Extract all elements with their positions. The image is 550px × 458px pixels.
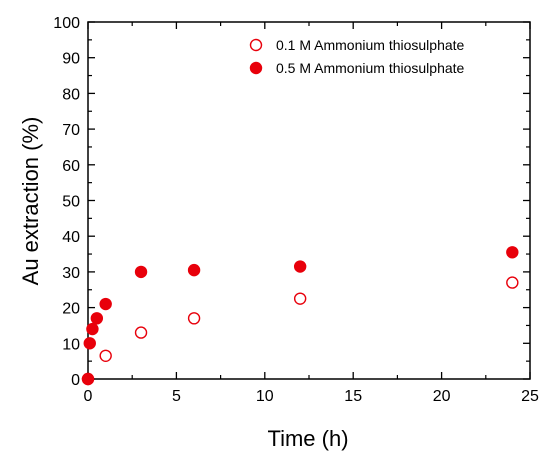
data-point-series-1 — [506, 276, 519, 289]
y-tick-label: 40 — [62, 229, 80, 246]
data-point-series-1 — [99, 349, 112, 362]
y-tick-label: 20 — [62, 301, 80, 318]
legend-marker-series-1 — [249, 38, 263, 52]
x-tick-label: 10 — [256, 388, 274, 405]
ticks: 0 5 10 15 20 25 0 10 20 30 40 50 60 70 80 90 100 — [53, 15, 539, 405]
data-point-series-2 — [81, 372, 95, 386]
data-point-series-2 — [99, 297, 112, 311]
legend-label-series-2: 0.5 M Ammonium thiosulphate — [276, 60, 465, 76]
data-point-series-2 — [506, 246, 519, 259]
x-tick-label: 5 — [172, 388, 181, 405]
data-point-series-1 — [293, 292, 307, 305]
data-point-series-2 — [83, 337, 96, 350]
x-tick-label: 0 — [84, 388, 93, 405]
legend-marker-series-2 — [249, 61, 263, 75]
y-tick-label: 90 — [62, 51, 80, 68]
legend: 0.1 M Ammonium thiosulphate 0.5 M Ammoni… — [249, 37, 465, 76]
data-point-series-2 — [90, 312, 104, 325]
y-tick-label: 100 — [53, 15, 80, 32]
x-tick-label: 15 — [344, 388, 362, 405]
y-tick-label: 80 — [62, 86, 80, 103]
data-points — [81, 246, 519, 386]
data-point-series-1 — [187, 312, 201, 325]
y-tick-label: 30 — [62, 265, 80, 282]
y-axis-title: Au extraction (%) — [18, 117, 43, 286]
x-tick-label: 25 — [521, 388, 539, 405]
data-point-series-2 — [293, 260, 307, 273]
data-point-series-2 — [86, 322, 99, 336]
y-tick-label: 70 — [62, 122, 80, 139]
legend-label-series-1: 0.1 M Ammonium thiosulphate — [276, 37, 465, 53]
y-tick-label: 0 — [71, 372, 80, 389]
y-tick-label: 60 — [62, 158, 80, 175]
y-tick-label: 10 — [62, 336, 80, 353]
data-point-series-2 — [187, 263, 201, 277]
x-axis-title: Time (h) — [267, 426, 348, 451]
data-point-series-1 — [134, 326, 148, 339]
y-tick-label: 50 — [62, 194, 80, 211]
data-point-series-2 — [134, 265, 148, 279]
x-tick-label: 20 — [433, 388, 451, 405]
